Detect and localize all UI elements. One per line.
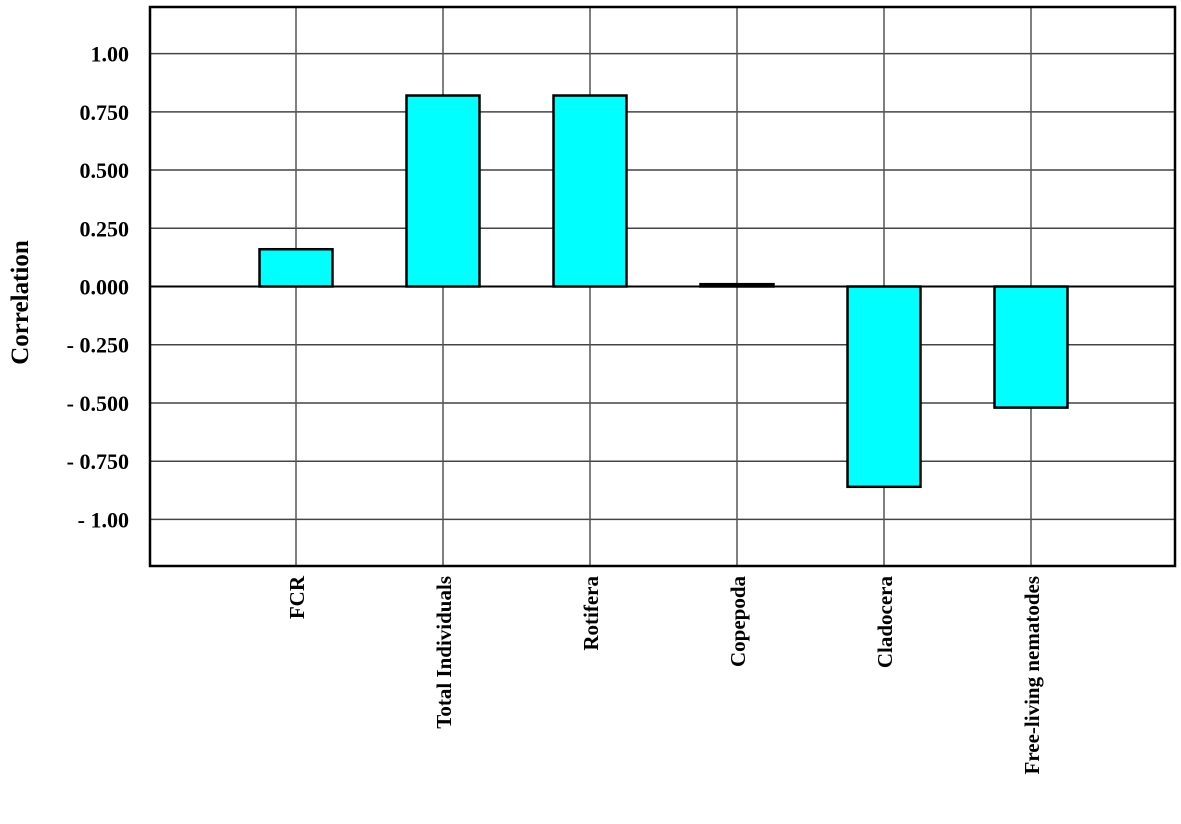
y-axis-label: Correlation — [7, 240, 34, 365]
bar-total-individuals — [405, 94, 481, 288]
x-tick-label: Total Individuals — [432, 576, 456, 729]
y-tick-label: 1.00 — [91, 42, 130, 67]
x-tick-label: FCR — [285, 575, 309, 619]
x-tick-label: Rotifera — [579, 576, 603, 651]
bar-fcr — [258, 247, 334, 288]
x-tick-label: Cladocera — [873, 576, 897, 669]
x-tick-label: Free-living nematodes — [1020, 576, 1044, 775]
bar-cladocera — [846, 285, 922, 489]
y-tick-label: - 1.00 — [78, 507, 129, 532]
bar-free-living-nematodes — [993, 285, 1069, 409]
x-tick-labels: FCR Total Individuals Rotifera Copepoda Clad… — [285, 575, 1044, 774]
y-tick-label: 0.250 — [80, 216, 130, 241]
plot-frame — [148, 5, 1177, 568]
y-tick-label: 0.500 — [80, 158, 130, 183]
bars — [258, 94, 1069, 489]
y-tick-label: - 0.750 — [67, 449, 129, 474]
y-tick-label: 0.000 — [80, 275, 130, 300]
y-tick-label: - 0.250 — [67, 333, 129, 358]
y-tick-label: - 0.500 — [67, 391, 129, 416]
y-tick-labels: 1.00 0.750 0.500 0.250 0.000 - 0.250 - 0.500 - … — [67, 42, 129, 533]
bar-rotifera — [552, 94, 628, 288]
x-tick-label: Copepoda — [726, 576, 750, 668]
y-tick-label: 0.750 — [80, 100, 130, 125]
